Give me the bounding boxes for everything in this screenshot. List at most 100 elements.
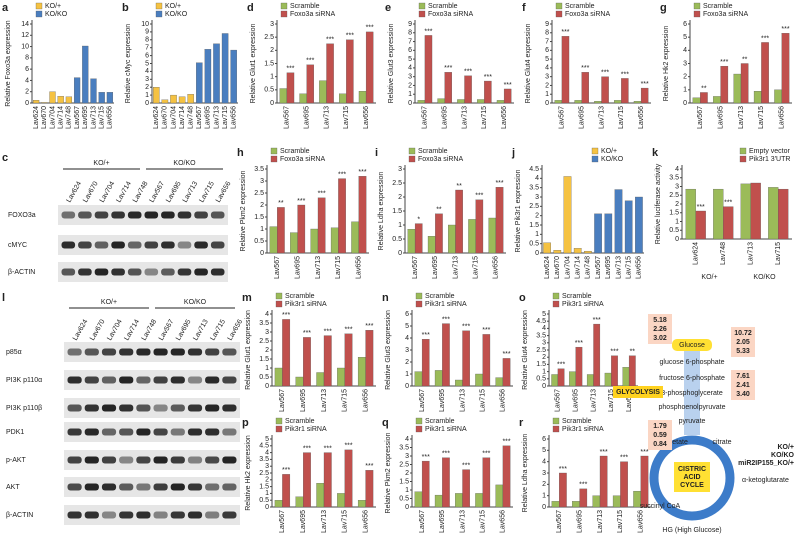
bar	[326, 43, 334, 104]
x-tick-label: Lav624	[693, 242, 700, 265]
y-tick-label: 0.5	[392, 236, 402, 243]
x-tick-label: Lav715	[626, 256, 633, 279]
y-tick-label: 4	[145, 68, 149, 75]
bar	[713, 188, 724, 240]
bar	[750, 182, 761, 240]
blot-band	[67, 376, 82, 384]
x-tick-label: Lav567	[284, 106, 291, 129]
x-tick-label: Lav656	[356, 256, 363, 279]
blot-membrane	[58, 235, 228, 255]
y-tick-label: 3	[675, 183, 679, 190]
significance: ***	[297, 198, 305, 205]
bar	[455, 493, 463, 508]
bar	[551, 501, 560, 508]
significance: ***	[344, 443, 352, 450]
legend-swatch	[280, 10, 288, 18]
blot-band	[194, 241, 208, 249]
y-axis-label: Relative Glut3 expression	[388, 24, 395, 104]
y-tick-label: 7	[408, 38, 412, 45]
legend-swatch	[591, 147, 599, 155]
bar	[357, 357, 366, 387]
lane-label: Lav713	[192, 318, 210, 341]
legend-swatch	[693, 10, 701, 18]
x-tick-label: Lav715	[335, 256, 342, 279]
blot-band	[111, 241, 125, 249]
pathway-legend: miR2IP155_KO/+	[738, 460, 794, 467]
legend-swatch	[155, 10, 163, 18]
x-tick-label: Lav713	[213, 106, 220, 129]
y-axis-label: Relative Glut1 expression	[245, 310, 252, 390]
lane-label: Lav624	[72, 318, 90, 341]
x-tick-label: Lav704	[170, 106, 177, 129]
y-axis-label: Relative luciferase activity	[655, 163, 662, 244]
bar	[161, 99, 169, 104]
significance: ***	[442, 451, 450, 458]
fold-value: 10.72	[734, 330, 752, 337]
y-tick-label: 6	[145, 52, 149, 59]
blot-band	[222, 404, 237, 412]
y-tick-label: 2	[398, 194, 402, 201]
blot-membrane	[58, 262, 228, 282]
y-axis-label: Relative cMyc expression	[125, 24, 132, 103]
y-tick-label: 8	[545, 30, 549, 37]
bar	[624, 200, 633, 254]
significance: ***	[422, 454, 430, 461]
x-tick-label: Lav713	[590, 389, 597, 412]
blot-band	[170, 483, 185, 491]
x-tick-label: Lav715	[775, 242, 782, 265]
bar	[495, 187, 504, 254]
panel-letter: m	[242, 292, 252, 304]
glycolysis-box	[613, 386, 663, 398]
blot-band	[222, 511, 237, 519]
y-tick-label: 10	[21, 43, 29, 50]
legend-label: Foxo3a siRNA	[418, 156, 463, 163]
significance: ***	[464, 69, 472, 76]
blot-group: KO/+	[93, 160, 109, 167]
x-tick-label: Lav567	[556, 510, 563, 533]
value-box	[731, 370, 755, 400]
group-label: KO/+	[701, 274, 717, 281]
y-tick-label: 2	[145, 84, 149, 91]
y-tick-label: 4	[408, 65, 412, 72]
panel-letter: l	[2, 292, 5, 304]
legend-swatch	[35, 2, 43, 10]
lane-label: Lav704	[106, 318, 124, 341]
significance: ***	[358, 169, 366, 176]
significance: **	[436, 207, 442, 214]
x-tick-label: Lav567	[279, 510, 286, 533]
blot-band	[78, 211, 92, 219]
bar	[781, 33, 790, 104]
legend-label: Scramble	[562, 418, 592, 425]
blot-band	[67, 404, 82, 412]
y-tick-label: 0	[535, 250, 539, 257]
significance: ***	[621, 71, 629, 78]
bar	[414, 223, 423, 254]
blot-band	[94, 268, 109, 276]
significance: ***	[462, 324, 470, 331]
x-tick-label: Lav695	[442, 106, 449, 129]
y-tick-label: 9	[408, 21, 412, 28]
x-tick-label: Lav695	[439, 389, 446, 412]
significance: ***	[442, 316, 450, 323]
bar	[482, 457, 491, 508]
condition: HG (High Glucose)	[662, 527, 721, 534]
lane-label: Lav748	[132, 180, 150, 203]
y-tick-label: 4	[545, 65, 549, 72]
y-tick-label: 2	[405, 359, 409, 366]
bar	[427, 236, 436, 254]
blot-band	[67, 428, 82, 436]
y-tick-label: 7	[145, 45, 149, 52]
bar	[761, 42, 769, 104]
x-tick-label: Lav695	[432, 256, 439, 279]
blot-band	[194, 268, 208, 276]
bar	[170, 94, 177, 104]
blot-band	[127, 241, 142, 249]
blot-band	[119, 511, 134, 519]
bar	[496, 100, 505, 104]
bar	[421, 460, 430, 508]
y-axis-label: Relative Ldha expression	[522, 434, 529, 513]
bar	[344, 449, 353, 508]
legend-label: KO/KO	[601, 156, 624, 163]
blot-band	[111, 268, 125, 276]
y-tick-label: 3.5	[259, 456, 269, 463]
